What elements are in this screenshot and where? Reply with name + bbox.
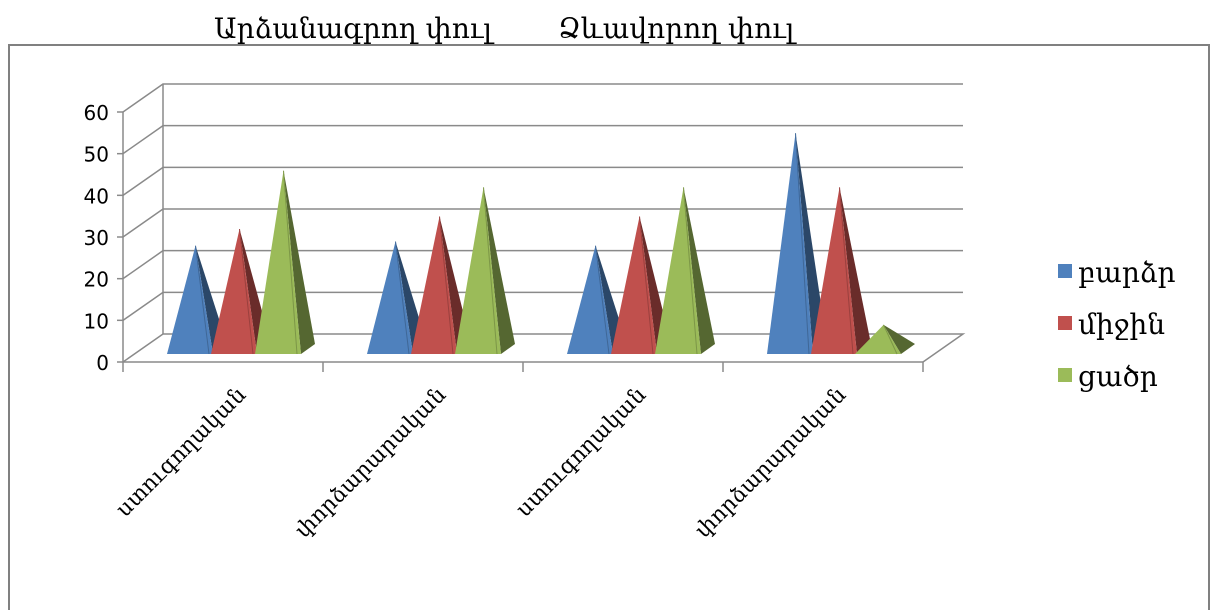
x-category-label: ստուգողական: [511, 383, 651, 523]
pyramid-ցածր: [455, 187, 501, 354]
phase-title-forming: Ձևավորող փուլ: [558, 12, 795, 45]
pyramid-ցածր: [655, 187, 701, 354]
pyramid-բարձր: [367, 241, 413, 354]
legend-label-ցածր: ցածր: [1078, 360, 1158, 393]
gridline: [122, 124, 963, 155]
pyramid-միջին: [811, 187, 857, 354]
pyramid-ցածր: [255, 170, 301, 354]
pyramid-side-ցածր: [483, 187, 515, 354]
legend-swatch-ցածր: [1058, 368, 1072, 382]
pyramid-edge: [195, 245, 210, 355]
pyramid-edge: [639, 216, 654, 355]
y-tick-label: 40: [84, 184, 109, 208]
phase-title-recording: Արձանագրող փուլ: [214, 12, 492, 45]
pyramid-side-ցածր: [883, 324, 915, 354]
pyramid-միջին: [211, 229, 257, 354]
pyramid-side-ցածր: [283, 170, 315, 354]
y-tick-label: 0: [96, 351, 109, 375]
pyramid-բարձր: [167, 245, 213, 354]
y-tick-label: 20: [84, 268, 109, 292]
legend-label-բարձր: բարձր: [1078, 256, 1176, 289]
pyramid-բարձր: [767, 133, 813, 354]
pyramid-բարձր: [567, 245, 613, 354]
legend-swatch-միջին: [1058, 316, 1072, 330]
y-tick-label: 50: [84, 143, 109, 167]
chart-frame: [8, 44, 1210, 610]
pyramid-edge: [483, 187, 498, 355]
pyramid-edge: [839, 187, 854, 355]
chart-floor: [122, 333, 966, 363]
gridline: [122, 166, 963, 196]
pyramid-edge: [795, 133, 810, 355]
gridline: [122, 83, 963, 113]
legend-swatch-բարձր: [1058, 264, 1072, 278]
y-tick-label: 30: [84, 226, 109, 250]
y-tick-label: 60: [84, 101, 109, 125]
legend-label-միջին: միջին: [1078, 308, 1165, 341]
pyramid-edge: [239, 228, 254, 355]
pyramid-edge: [595, 245, 610, 355]
pyramid-միջին: [411, 216, 457, 354]
pyramid-side-բարձր: [795, 133, 827, 354]
x-category-label: փորձարարական: [290, 383, 451, 544]
pyramid-side-ցածր: [683, 187, 715, 354]
pyramid-edge: [283, 170, 298, 355]
x-category-label: փորձարարական: [690, 383, 851, 544]
pyramid-միջին: [611, 216, 657, 354]
pyramid-edge: [883, 324, 898, 355]
y-tick-label: 10: [84, 309, 109, 333]
pyramid-ցածր: [855, 324, 901, 354]
pyramid-side-միջին: [839, 187, 871, 354]
pyramid-edge: [395, 241, 410, 355]
pyramid-edge: [439, 216, 454, 355]
pyramid-edge: [683, 187, 698, 355]
x-category-label: ստուգողական: [111, 383, 251, 523]
